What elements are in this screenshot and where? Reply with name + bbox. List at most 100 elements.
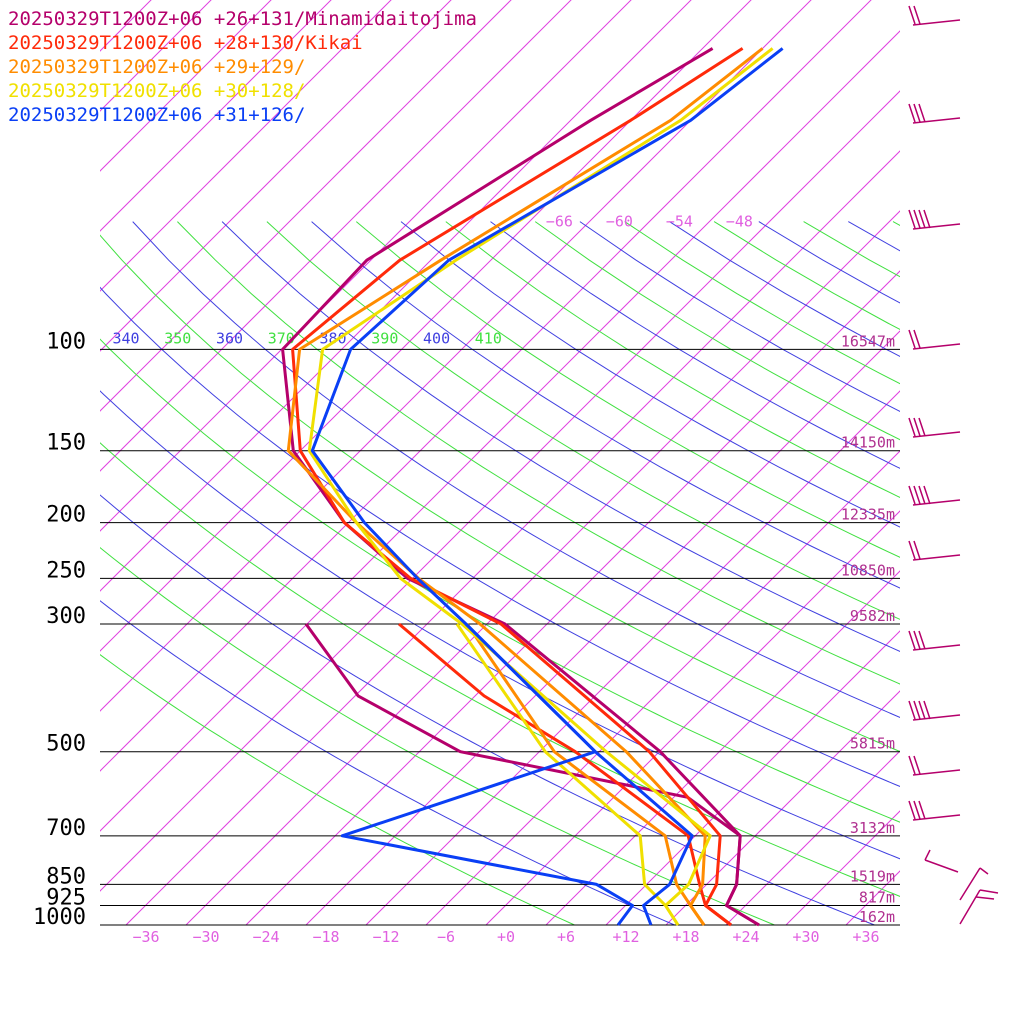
series-0	[283, 48, 759, 925]
height-label: 16547m	[841, 332, 895, 350]
wind-barb-staff	[925, 860, 958, 872]
wind-barb-feather	[909, 486, 915, 504]
legend-entry-29-129: 20250329T1200Z+06 +29+129/	[8, 56, 305, 78]
wind-barb-feather	[914, 330, 920, 348]
x-tick-label: +18	[672, 928, 699, 946]
theta-label: 370	[268, 329, 295, 347]
wind-barb-feather	[914, 6, 920, 24]
wind-barb-feather	[914, 210, 920, 228]
isotherm-line	[66, 0, 1024, 925]
isotherm-line	[0, 0, 324, 925]
x-tick-label: −36	[132, 928, 159, 946]
wind-barb	[960, 868, 988, 900]
wind-barb	[909, 801, 960, 820]
theta-line	[625, 222, 1024, 925]
isotherm-label: −66	[546, 213, 573, 231]
wind-barb-feather	[909, 210, 915, 228]
pressure-label: 200	[46, 503, 86, 528]
theta-line	[0, 222, 575, 925]
wind-barb-feather	[909, 418, 915, 436]
theta-label: 400	[423, 329, 450, 347]
temperature-line	[312, 48, 782, 925]
wind-barb-feather	[914, 756, 920, 774]
height-label: 1519m	[850, 867, 895, 885]
pressure-label: 300	[46, 604, 86, 629]
wind-barb-feather	[914, 631, 920, 649]
wind-barb-feather	[919, 801, 925, 819]
wind-barb-feather	[919, 104, 925, 122]
isotherm-line	[906, 0, 1024, 925]
series-3	[309, 48, 772, 925]
isotherm-line	[486, 0, 1024, 925]
wind-barb-feather	[909, 631, 915, 649]
isotherm-label: −48	[726, 213, 753, 231]
theta-label: 380	[320, 329, 347, 347]
theta-label: 360	[216, 329, 243, 347]
wind-barb-feather	[909, 801, 915, 819]
isotherm-line	[0, 0, 804, 925]
x-tick-label: −12	[372, 928, 399, 946]
pressure-label: 100	[46, 329, 86, 354]
theta-label: 390	[371, 329, 398, 347]
wind-barb-feather	[914, 418, 920, 436]
theta-line	[491, 222, 1024, 925]
x-tick-label: +36	[852, 928, 879, 946]
isotherm-line	[0, 0, 444, 925]
wind-barb-feather	[980, 890, 998, 893]
wind-barb-feather	[914, 801, 920, 819]
x-tick-label: −24	[252, 928, 279, 946]
theta-label: 410	[475, 329, 502, 347]
isotherm-label: −54	[666, 213, 693, 231]
wind-barb-feather	[919, 418, 925, 436]
height-label: 14150m	[841, 434, 895, 452]
wind-barb-feather	[976, 897, 994, 899]
isotherm-line	[126, 0, 1024, 925]
wind-barb	[909, 631, 960, 650]
isotherm-line	[666, 0, 1024, 925]
height-label: 3132m	[850, 819, 895, 837]
isotherm-line	[966, 0, 1024, 925]
wind-barb-feather	[914, 701, 920, 719]
height-label: 162m	[859, 908, 895, 926]
legend-entry-30-128: 20250329T1200Z+06 +30+128/	[8, 80, 305, 102]
isotherm-line	[786, 0, 1024, 925]
pressure-label: 250	[46, 558, 86, 583]
x-tick-label: +0	[497, 928, 515, 946]
wind-barb-feather	[919, 701, 925, 719]
isotherm-line	[306, 0, 1024, 925]
series-4	[312, 48, 782, 925]
pressure-label: 500	[46, 732, 86, 757]
isotherm-line	[0, 0, 684, 925]
wind-barb-feather	[924, 701, 930, 719]
isotherm-line	[0, 0, 84, 925]
wind-barb	[960, 890, 998, 924]
temperature-line	[309, 48, 772, 925]
wind-barb	[909, 418, 960, 437]
theta-label: 350	[164, 329, 191, 347]
wind-barb-feather	[980, 868, 988, 874]
wind-barbs	[909, 6, 998, 924]
theta-line	[0, 222, 975, 925]
wind-barb	[909, 541, 960, 560]
isotherm-lines	[0, 0, 1024, 925]
isotherm-line	[546, 0, 1024, 925]
wind-barb-feather	[914, 486, 920, 504]
x-tick-label: +12	[612, 928, 639, 946]
wind-barb-feather	[914, 541, 920, 559]
height-label: 10850m	[841, 561, 895, 579]
wind-barb-feather	[919, 631, 925, 649]
isotherm-label: −60	[606, 213, 633, 231]
wind-barb-feather	[924, 486, 930, 504]
wind-barb-feather	[924, 210, 930, 228]
x-tick-label: −18	[312, 928, 339, 946]
isotherm-line	[0, 0, 924, 925]
theta-line	[893, 222, 1024, 925]
pressure-label: 150	[46, 431, 86, 456]
pressure-label: 700	[46, 816, 86, 841]
height-label: 817m	[859, 889, 895, 907]
isotherm-line	[846, 0, 1024, 925]
isotherm-line	[426, 0, 1024, 925]
wind-barb-feather	[909, 6, 915, 24]
